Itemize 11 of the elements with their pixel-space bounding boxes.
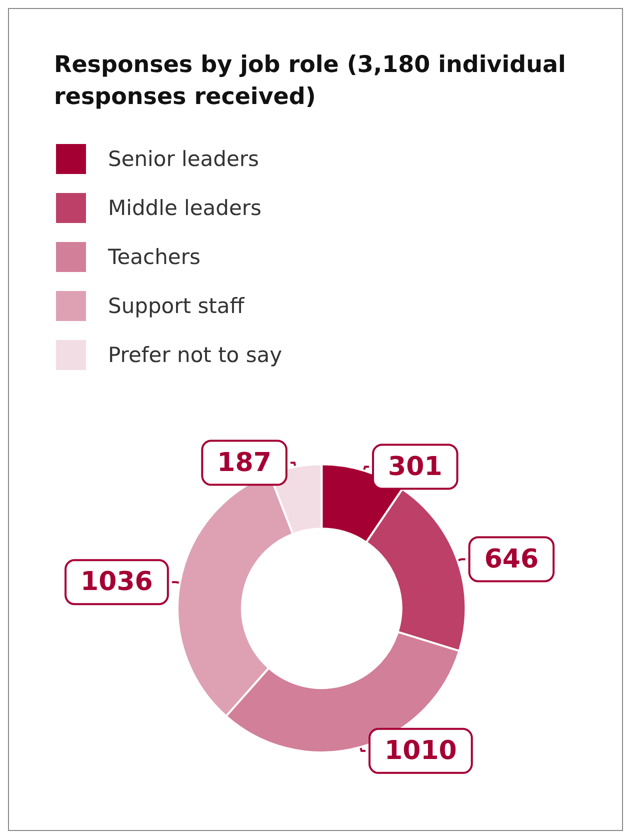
chart-title: Responses by job role (3,180 individual responses received) <box>54 52 574 110</box>
legend-label: Senior leaders <box>108 147 259 171</box>
legend-label: Middle leaders <box>108 196 262 220</box>
data-label: 1036 <box>80 567 153 598</box>
data-label: 1010 <box>384 736 457 766</box>
data-label: 301 <box>388 452 442 482</box>
data-label: 646 <box>484 544 539 574</box>
legend-label: Support staff <box>108 294 245 318</box>
legend-label: Prefer not to say <box>108 343 282 367</box>
data-label: 187 <box>217 448 272 478</box>
legend-label: Teachers <box>107 245 200 269</box>
